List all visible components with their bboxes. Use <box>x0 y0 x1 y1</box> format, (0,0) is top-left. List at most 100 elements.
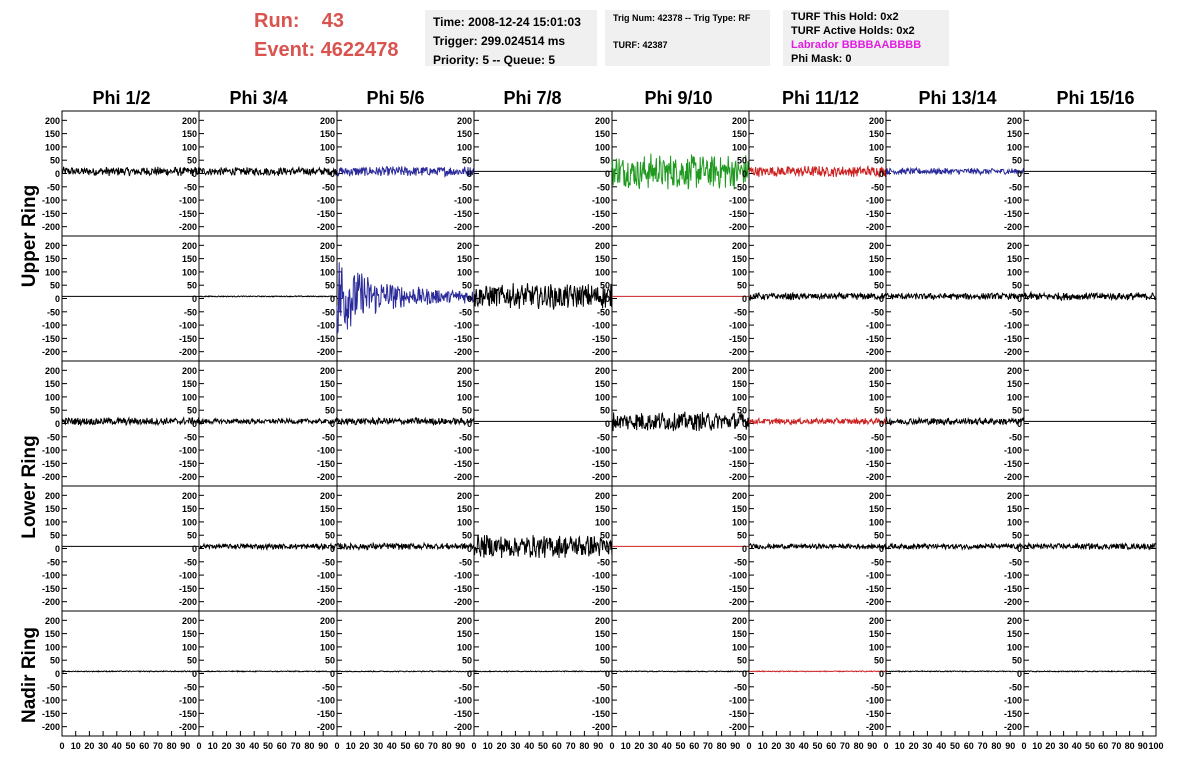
x-tick-label: 20 <box>497 741 507 751</box>
y-tick-label: 50 <box>325 531 335 541</box>
y-tick-label: 200 <box>182 366 197 376</box>
y-tick-label: 150 <box>182 379 197 389</box>
y-tick-label: 200 <box>1007 241 1022 251</box>
y-tick-label: 200 <box>595 116 610 126</box>
y-tick-label: -50 <box>459 182 472 192</box>
turf-active-holds-text: TURF Active Holds: 0x2 <box>791 25 915 37</box>
y-tick-label: -150 <box>454 584 472 594</box>
x-tick-label: 50 <box>400 741 410 751</box>
x-tick-label: 10 <box>895 741 905 751</box>
y-tick-label: 150 <box>732 504 747 514</box>
y-tick-label: -50 <box>184 557 197 567</box>
x-tick-label: 0 <box>609 741 614 751</box>
y-tick-label: -50 <box>459 307 472 317</box>
y-tick-label: -150 <box>866 209 884 219</box>
waveform-trace <box>473 669 613 673</box>
turf-info-box: TURF This Hold: 0x2 TURF Active Holds: 0… <box>783 10 949 66</box>
y-tick-label: -200 <box>866 222 884 232</box>
y-tick-label: 50 <box>187 656 197 666</box>
y-tick-label: 50 <box>50 406 60 416</box>
y-tick-label: 0 <box>1017 419 1022 429</box>
panel-r3-c0: 200 150 100 50 0 -50 -100 -150 -200 <box>42 485 200 612</box>
x-tick-label: 70 <box>428 741 438 751</box>
x-tick-label: 40 <box>662 741 672 751</box>
y-tick-label: 150 <box>45 504 60 514</box>
y-tick-label: -50 <box>734 432 747 442</box>
y-tick-label: 200 <box>457 241 472 251</box>
x-tick-label: 30 <box>648 741 658 751</box>
panel-r3-c2: 200 150 100 50 0 -50 -100 -150 -200 <box>317 485 475 612</box>
y-tick-label: -150 <box>866 334 884 344</box>
y-tick-label: -200 <box>1004 222 1022 232</box>
waveform-trace <box>336 541 475 552</box>
panel-r4-c1: 200 150 100 50 0 -50 -100 -150 -200 <box>179 610 338 737</box>
y-tick-label: 50 <box>187 281 197 291</box>
x-tick-label: 0 <box>59 741 64 751</box>
y-tick-label: -200 <box>454 347 472 357</box>
panel-r1-c6: 200 150 100 50 0 -50 -100 -150 -200 <box>866 235 1025 362</box>
y-tick-label: -150 <box>42 709 60 719</box>
y-tick-label: 100 <box>595 392 610 402</box>
y-tick-label: 100 <box>182 142 197 152</box>
y-tick-label: -100 <box>729 571 747 581</box>
panel-r4-c7: 200 150 100 50 0 -50 -100 -150 -200 <box>1004 610 1157 737</box>
event-number: 4622478 <box>320 39 399 61</box>
y-tick-label: -50 <box>322 307 335 317</box>
y-tick-label: 100 <box>869 642 884 652</box>
y-tick-label: 50 <box>737 281 747 291</box>
x-tick-label: 60 <box>1098 741 1108 751</box>
panel-r1-c1: 200 150 100 50 0 -50 -100 -150 -200 <box>179 235 338 362</box>
y-tick-label: 100 <box>45 517 60 527</box>
y-tick-label: 200 <box>320 241 335 251</box>
y-tick-label: 50 <box>462 281 472 291</box>
y-tick-label: 100 <box>595 267 610 277</box>
y-tick-label: -200 <box>317 597 335 607</box>
panel-r3-c3: 200 150 100 50 0 -50 -100 -150 -200 <box>454 485 613 612</box>
y-tick-label: -50 <box>734 182 747 192</box>
waveform-trace <box>748 291 887 302</box>
x-tick-label: 30 <box>510 741 520 751</box>
y-tick-label: 100 <box>182 267 197 277</box>
waveform-trace <box>336 416 475 427</box>
y-tick-label: 150 <box>457 504 472 514</box>
x-tick-label: 30 <box>922 741 932 751</box>
y-tick-label: -150 <box>592 334 610 344</box>
y-tick-label: 100 <box>732 392 747 402</box>
panel-frame <box>1023 360 1157 487</box>
panel-r1-c3: 200 150 100 50 0 -50 -100 -150 -200 <box>454 235 613 362</box>
y-tick-label: 200 <box>45 116 60 126</box>
y-tick-label: -150 <box>454 709 472 719</box>
y-tick-label: 0 <box>742 669 747 679</box>
y-tick-label: -50 <box>597 557 610 567</box>
y-tick-label: 200 <box>45 366 60 376</box>
x-tick-label: 10 <box>1032 741 1042 751</box>
y-tick-label: 100 <box>457 267 472 277</box>
x-tick-label: 60 <box>964 741 974 751</box>
y-tick-label: -150 <box>179 334 197 344</box>
y-tick-label: 100 <box>732 517 747 527</box>
y-tick-label: -150 <box>179 459 197 469</box>
col-title-phi-5-6: Phi 5/6 <box>366 88 425 108</box>
y-tick-label: 200 <box>45 616 60 626</box>
y-tick-label: -50 <box>322 432 335 442</box>
y-tick-label: -100 <box>42 446 60 456</box>
x-tick-label: 10 <box>758 741 768 751</box>
x-tick-label: 30 <box>98 741 108 751</box>
y-tick-label: 150 <box>595 629 610 639</box>
x-tick-label: 90 <box>180 741 190 751</box>
y-tick-label: -200 <box>1004 722 1022 732</box>
panel-r4-c3: 200 150 100 50 0 -50 -100 -150 -200 <box>454 610 613 737</box>
y-tick-label: 100 <box>320 642 335 652</box>
y-tick-label: 150 <box>732 379 747 389</box>
y-tick-label: -150 <box>592 584 610 594</box>
y-tick-label: 150 <box>1007 379 1022 389</box>
y-tick-label: -100 <box>1004 571 1022 581</box>
y-tick-label: -100 <box>179 571 197 581</box>
y-tick-label: 50 <box>600 406 610 416</box>
y-tick-label: -50 <box>597 182 610 192</box>
y-tick-label: -200 <box>179 597 197 607</box>
x-tick-label: 40 <box>524 741 534 751</box>
y-tick-label: -100 <box>1004 196 1022 206</box>
panel-r2-c1: 200 150 100 50 0 -50 -100 -150 -200 <box>179 360 338 487</box>
panel-r2-c6: 200 150 100 50 0 -50 -100 -150 -200 <box>866 360 1025 487</box>
